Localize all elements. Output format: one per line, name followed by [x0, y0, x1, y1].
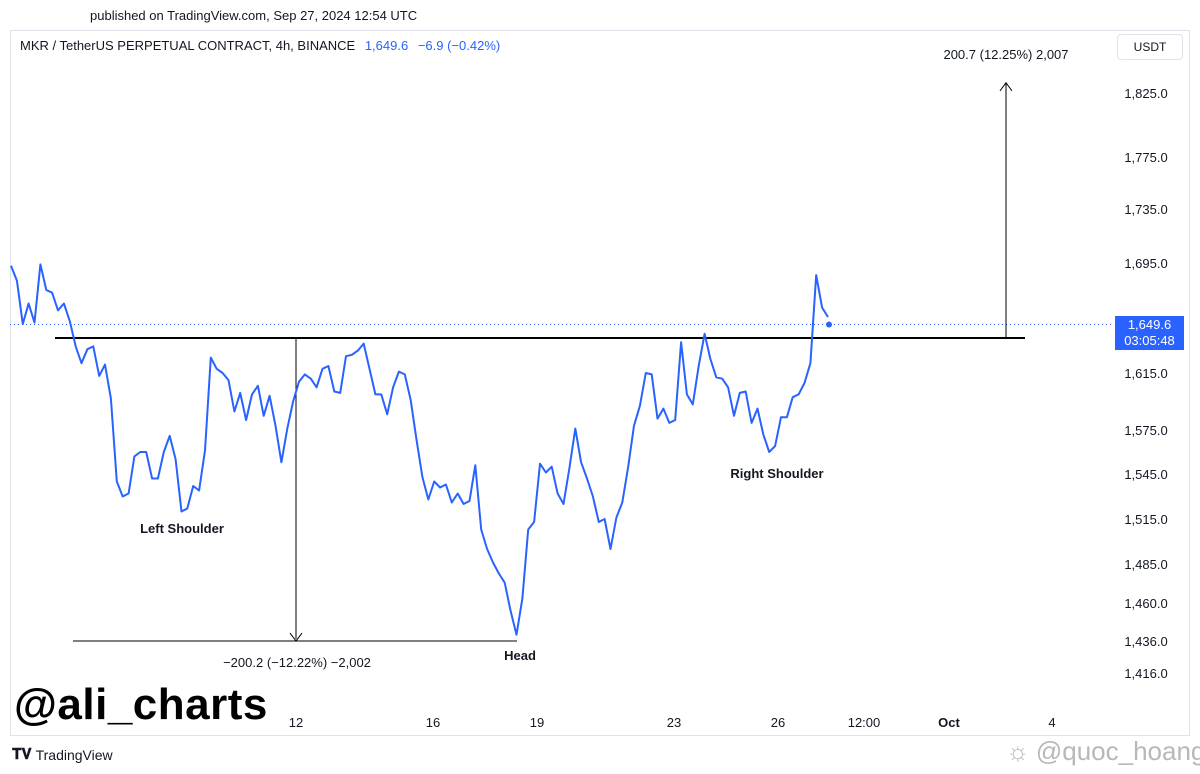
published-note: published on TradingView.com, Sep 27, 20… — [90, 8, 418, 23]
author-watermark: @ali_charts — [14, 680, 268, 729]
y-tick-label: 1,825.0 — [1124, 86, 1167, 101]
price-tag-value: 1,649.6 — [1127, 317, 1172, 332]
y-tick-label: 1,485.0 — [1124, 557, 1167, 572]
annotation-label: Right Shoulder — [730, 466, 823, 481]
last-price: 1,649.6 — [364, 38, 409, 53]
y-tick-label: 1,416.0 — [1124, 666, 1167, 681]
weibo-icon: ☼ — [1006, 736, 1030, 766]
target-up-arrowhead — [999, 82, 1013, 92]
brand-label: TradingView — [35, 746, 113, 763]
user-watermark: ☼ @quoc_hoang — [1006, 736, 1200, 767]
y-tick-label: 1,615.0 — [1124, 366, 1167, 381]
measure-down-arrowhead — [289, 632, 303, 642]
price-tag-countdown: 03:05:48 — [1124, 333, 1175, 348]
annotation-label: −200.2 (−12.22%) −2,002 — [223, 655, 371, 670]
user-watermark-label: @quoc_hoang — [1035, 736, 1200, 766]
price-change: −6.9 (−0.42%) — [417, 38, 501, 53]
price-tag: 1,649.6 03:05:48 — [1115, 316, 1184, 350]
x-tick-label: 12:00 — [848, 715, 881, 730]
currency-button[interactable]: USDT — [1117, 34, 1183, 60]
y-tick-label: 1,735.0 — [1124, 202, 1167, 217]
y-tick-label: 1,436.0 — [1124, 634, 1167, 649]
tradingview-icon: 𝐓𝐕 — [12, 746, 32, 763]
annotation-label: Head — [504, 648, 536, 663]
y-tick-label: 1,545.0 — [1124, 467, 1167, 482]
x-tick-label: 16 — [426, 715, 440, 730]
x-tick-label: 12 — [289, 715, 303, 730]
last-price-dot — [826, 321, 832, 328]
chart-header: MKR / TetherUS PERPETUAL CONTRACT, 4h, B… — [20, 38, 500, 53]
y-tick-label: 1,695.0 — [1124, 256, 1167, 271]
y-tick-label: 1,515.0 — [1124, 512, 1167, 527]
x-tick-label: 23 — [667, 715, 681, 730]
y-tick-label: 1,460.0 — [1124, 596, 1167, 611]
x-tick-label: Oct — [938, 715, 960, 730]
annotation-label: Left Shoulder — [140, 521, 224, 536]
symbol-title[interactable]: MKR / TetherUS PERPETUAL CONTRACT, 4h, B… — [20, 38, 356, 53]
annotation-label: 200.7 (12.25%) 2,007 — [943, 47, 1068, 62]
y-tick-label: 1,575.0 — [1124, 423, 1167, 438]
chart-frame — [10, 30, 1190, 736]
price-line — [10, 263, 829, 636]
y-tick-label: 1,775.0 — [1124, 150, 1167, 165]
x-tick-label: 4 — [1048, 715, 1055, 730]
x-tick-label: 19 — [530, 715, 544, 730]
x-tick-label: 26 — [771, 715, 785, 730]
tradingview-logo[interactable]: 𝐓𝐕 TradingView — [12, 746, 113, 763]
